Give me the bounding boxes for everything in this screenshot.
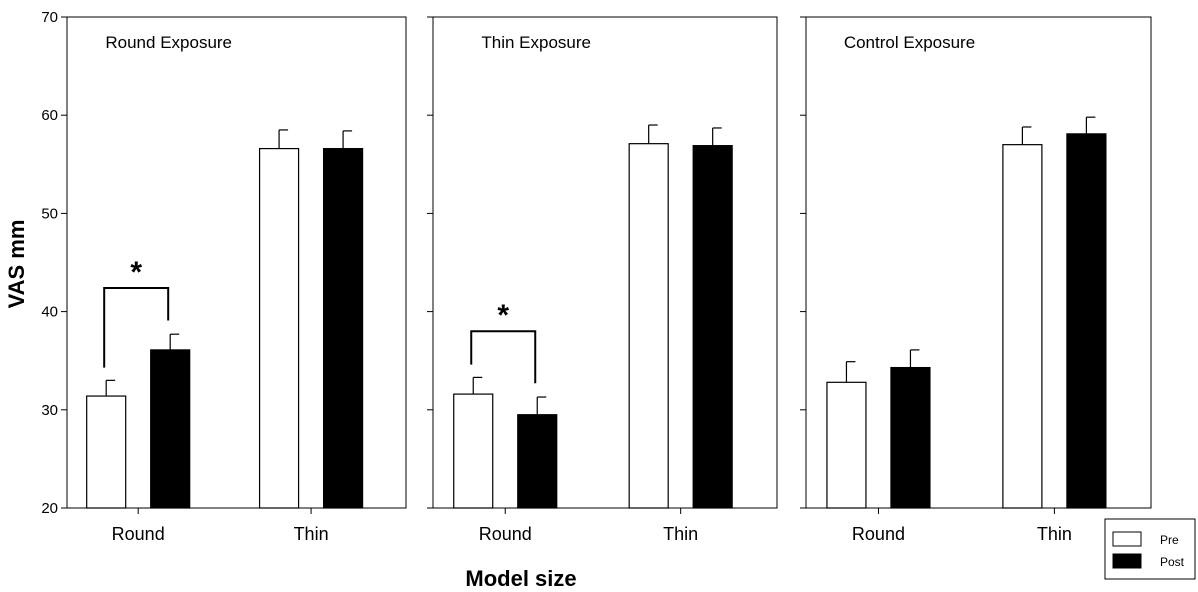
category-label: Round (112, 524, 165, 544)
bar-post-thin (1066, 133, 1107, 509)
panel-frame (432, 16, 778, 509)
panel-frame (66, 16, 407, 509)
category-label: Thin (663, 524, 698, 544)
category-label: Thin (1037, 524, 1072, 544)
y-tick-label: 30 (41, 402, 58, 419)
panel-2: Thin Exposure Round Thin * (427, 16, 778, 544)
y-tick-label: 50 (41, 205, 58, 222)
bar-post-round (890, 366, 931, 509)
panel-title: Control Exposure (844, 33, 975, 52)
y-tick-label: 20 (41, 500, 58, 517)
legend-label-pre: Pre (1160, 533, 1179, 547)
y-tick-label: 60 (41, 107, 58, 124)
bar-pre-round (86, 395, 127, 509)
legend-swatch-pre (1112, 531, 1142, 547)
y-tick-label: 70 (41, 9, 58, 26)
x-axis-title: Model size (465, 566, 576, 591)
significance-bracket (470, 330, 537, 384)
category-label: Round (479, 524, 532, 544)
significance-star: * (130, 256, 142, 289)
bar-pre-thin (258, 147, 300, 509)
bar-pre-thin (1002, 144, 1043, 509)
panel-title: Thin Exposure (481, 33, 591, 52)
panel-1: 20 30 40 50 60 70 Round Exposure Round Thin * (41, 9, 407, 544)
bar-post-thin (322, 147, 364, 509)
significance-star: * (497, 299, 509, 332)
category-label: Round (852, 524, 905, 544)
bar-post-thin (692, 145, 733, 509)
panel-frame (805, 16, 1152, 509)
bar-pre-round (826, 381, 867, 509)
significance-bracket (103, 287, 170, 368)
bar-pre-thin (628, 143, 669, 509)
bar-pre-round (453, 393, 494, 509)
panel-3: Control Exposure Round Thin (800, 16, 1152, 544)
legend: Pre Post (1104, 518, 1196, 580)
legend-label-post: Post (1160, 555, 1185, 569)
bar-post-round (517, 414, 558, 509)
bar-post-round (150, 349, 191, 509)
category-label: Thin (294, 524, 329, 544)
y-axis-title: VAS mm (4, 220, 29, 309)
legend-swatch-post (1112, 553, 1142, 569)
y-tick-label: 40 (41, 304, 58, 321)
panel-title: Round Exposure (105, 33, 232, 52)
legend-box (1104, 518, 1196, 580)
